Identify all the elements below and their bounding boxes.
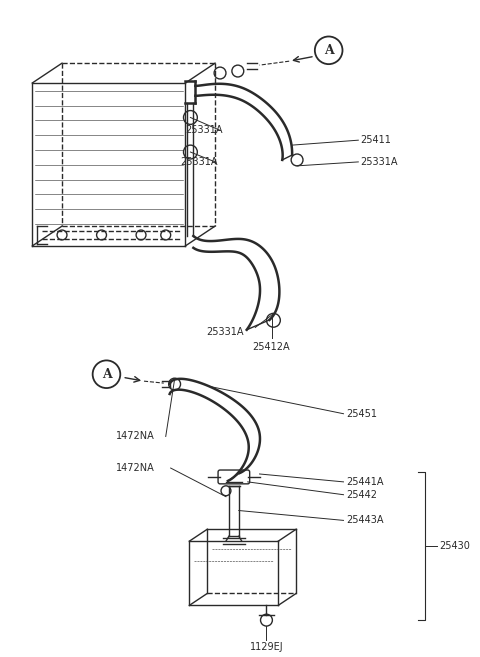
Text: 1129EJ: 1129EJ bbox=[250, 642, 283, 652]
Text: A: A bbox=[102, 368, 111, 381]
Text: 25412A: 25412A bbox=[252, 342, 289, 352]
Text: 25441A: 25441A bbox=[347, 477, 384, 487]
Text: 25331A: 25331A bbox=[180, 157, 218, 167]
Text: 25443A: 25443A bbox=[347, 515, 384, 526]
Text: 25451: 25451 bbox=[347, 409, 377, 419]
Text: 25331A: 25331A bbox=[360, 157, 398, 167]
Text: 25331A: 25331A bbox=[206, 327, 243, 338]
Text: 25430: 25430 bbox=[439, 541, 470, 551]
Text: 1472NA: 1472NA bbox=[116, 463, 155, 473]
Text: 25442: 25442 bbox=[347, 489, 377, 500]
Text: 25331A: 25331A bbox=[185, 125, 223, 135]
Text: 25411: 25411 bbox=[360, 135, 391, 145]
Text: A: A bbox=[324, 44, 334, 57]
Text: 1472NA: 1472NA bbox=[116, 432, 155, 442]
